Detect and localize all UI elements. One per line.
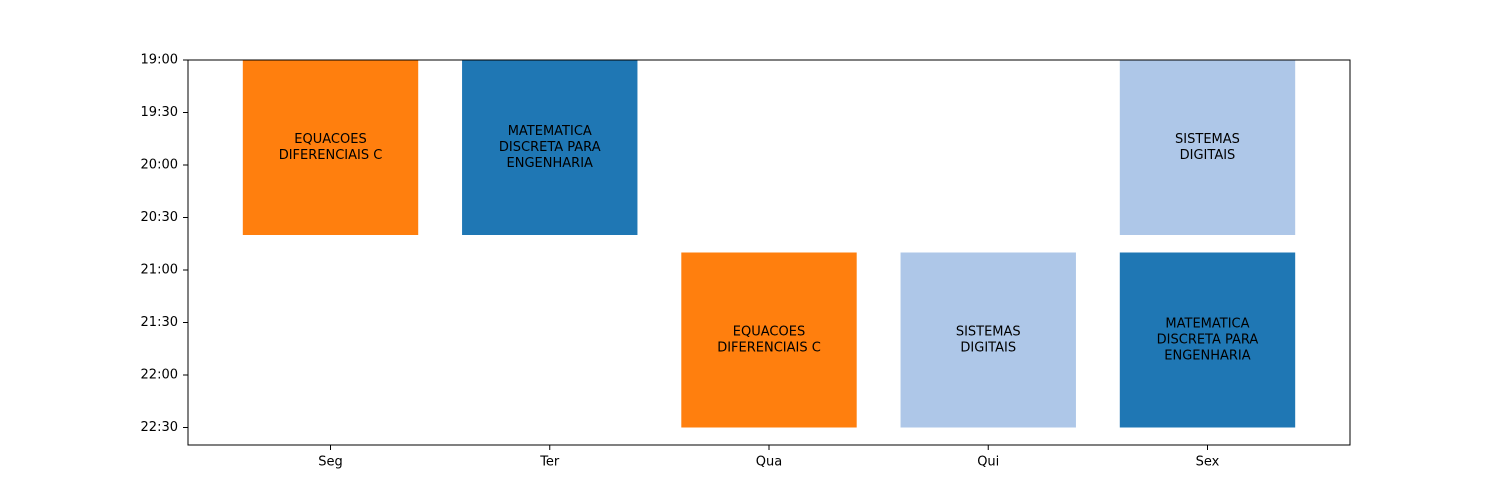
- y-tick-label: 19:00: [141, 53, 178, 68]
- class-block-label-line: DIFERENCIAIS C: [717, 341, 821, 356]
- y-tick-label: 22:00: [141, 368, 178, 383]
- y-tick-label: 21:30: [141, 315, 178, 330]
- class-block-bar: [1119, 252, 1296, 428]
- class-block-label-line: DIGITAIS: [960, 341, 1016, 356]
- class-block-label-line: EQUACOES: [294, 132, 366, 147]
- class-block-bar: [900, 252, 1076, 428]
- class-block-label-line: EQUACOES: [733, 325, 805, 340]
- class-block-label-line: MATEMATICA: [1165, 317, 1249, 332]
- y-tick-label: 22:30: [141, 420, 178, 435]
- x-tick-label: Qua: [756, 455, 782, 470]
- class-block-label-line: SISTEMAS: [956, 325, 1021, 340]
- y-tick-label: 19:30: [141, 105, 178, 120]
- class-block-bar: [681, 252, 857, 428]
- y-axis: 19:00 19:30 20:00 20:30 21:00 21:30 22:00 22:30: [141, 53, 188, 435]
- y-tick-label: 20:30: [141, 210, 178, 225]
- x-tick-label: Sex: [1196, 455, 1220, 470]
- y-tick-label: 20:00: [141, 158, 178, 173]
- class-block-label-line: DISCRETA PARA: [1157, 333, 1259, 348]
- class-block-label-line: DISCRETA PARA: [499, 140, 601, 155]
- class-block-label-line: ENGENHARIA: [1164, 349, 1250, 364]
- class-block-label-line: DIGITAIS: [1180, 148, 1236, 163]
- x-tick-label: Ter: [539, 455, 560, 470]
- x-tick-label: Seg: [318, 455, 343, 470]
- x-tick-label: Qui: [977, 455, 999, 470]
- class-block-bar: [242, 60, 419, 235]
- class-block-bar: [1119, 60, 1296, 235]
- y-tick-label: 21:00: [141, 263, 178, 278]
- x-axis: Seg Ter Qua Qui Sex: [318, 445, 1220, 470]
- class-block-label-line: DIFERENCIAIS C: [279, 148, 383, 163]
- class-block-label-line: ENGENHARIA: [507, 156, 593, 171]
- class-block-label-line: SISTEMAS: [1175, 132, 1240, 147]
- class-block-label-line: MATEMATICA: [508, 124, 592, 139]
- class-block-bar: [462, 60, 638, 235]
